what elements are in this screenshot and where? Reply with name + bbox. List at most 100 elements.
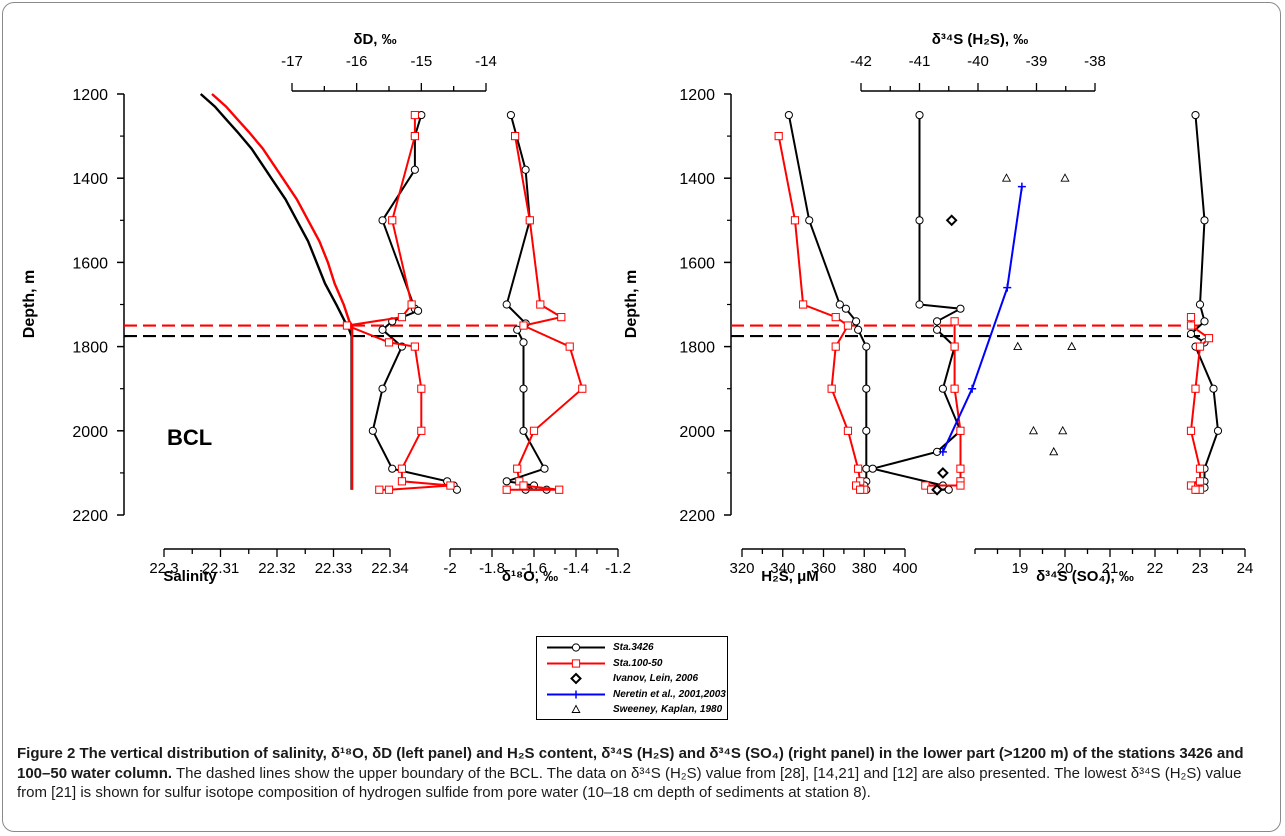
salinity-tick-label: 22.33 [315,560,353,577]
d34S_H2S-data-point [868,464,877,473]
d18O-data-point [525,216,534,225]
d34S_SO4-tick-label: 24 [1237,560,1254,577]
depth-tick-label: 1800 [72,340,108,357]
d34S_H2S-data-point [1003,283,1012,292]
dD-tick-label: -17 [281,53,303,70]
d18O-data-point [502,485,511,494]
d34S_SO4-data-point [1191,384,1200,393]
d34S_SO4-data-point [1204,334,1214,343]
legend-item: Neretin et al., 2001,2003 [537,687,727,702]
d34S_H2S-tick-label: -39 [1026,53,1048,70]
legend-label: Sta.100-50 [613,657,663,669]
bcl-annotation: BCL [167,425,212,450]
H2S-data-point [835,300,844,309]
H2S-data-point [774,132,783,141]
legend-swatch-marker [571,704,581,713]
d18O-tick-label: -1.6 [521,560,547,577]
d34S_H2S-data-point [956,426,965,435]
d18O-data-point [519,384,528,393]
H2S-data-point [862,426,871,435]
d34S_SO4-data-point [1049,446,1059,456]
d34S_SO4-tick-label: 22 [1147,560,1164,577]
legend-item: Ivanov, Lein, 2006 [537,671,727,686]
d18O-axis-label: δ¹⁸O, ‰ [502,568,558,585]
legend-swatch [547,690,605,698]
dD-axis-label: δD, ‰ [353,31,396,48]
d34S_H2S-data-point [915,216,924,225]
d34S_H2S-data-point [938,384,948,393]
d34S_H2S-tick-label: -42 [850,53,872,70]
d18O-data-point [502,477,511,486]
d34S_H2S-data-point [945,214,958,227]
depth-tick-label: 1800 [679,340,715,357]
d34S_SO4-data-point [1195,464,1205,473]
d18O-data-point [555,485,564,494]
d18O-data-point [519,426,528,435]
dD-data-point [410,110,419,120]
d18O-data-point [519,338,528,347]
d34S_SO4-data-point [1191,485,1200,494]
caption-body: The dashed lines show the upper boundary… [17,764,1242,802]
legend-swatch-marker [572,690,580,698]
d18O-data-point [536,300,545,309]
H2S-tick-label: 380 [852,560,877,577]
legend-swatch [547,643,605,652]
dD-series-line [343,115,451,491]
depth-tick-label: 2200 [679,508,715,525]
d34S_SO4-data-point [1186,426,1196,435]
H2S-data-point [790,216,800,225]
legend-label: Sta.3426 [613,642,654,653]
d34S_H2S-data-point [956,304,965,313]
legend-item: Sta.3426 [537,640,727,655]
depth-tick-label: 1400 [679,171,715,188]
d18O-data-point [511,132,520,141]
legend-item: Sta.100-50 [537,656,727,671]
d34S_SO4-tick-label: 23 [1192,560,1209,577]
right-panel: 1200 1400 1600 1800 2000 2200 Depth, m 320 340 36… [623,31,1253,585]
d18O-data-point [506,110,515,120]
d34S_H2S-data-point [956,481,965,490]
d34S_H2S-data-point [931,483,943,496]
salinity-series-line [211,93,354,490]
salinity-axis-label: Salinity [163,568,217,585]
dD-data-point [342,321,352,330]
salinity-tick-label: 22.3 [149,560,178,577]
d18O-data-point [540,464,549,473]
dD-data-point [388,216,397,225]
H2S-data-point [831,313,840,322]
H2S-data-point [841,304,851,313]
H2S-data-point [843,426,853,435]
d18O-data-point [519,481,528,490]
depth-tick-label: 1400 [72,171,108,188]
d34S_SO4-tick-label: 21 [1102,560,1119,577]
salinity-series-line [199,93,353,490]
d34S_SO4-data-point [1067,341,1077,351]
dD-data-point [397,477,407,486]
d18O-tick-label: -1.4 [563,560,589,577]
d34S_H2S-data-point [921,481,930,490]
d18O-data-point [565,342,574,351]
legend-swatch-marker [571,643,581,652]
H2S-tick-label: 320 [729,560,754,577]
depth-tick-label: 1600 [679,255,715,272]
dD-data-point [378,384,387,393]
d34S_SO4-data-point [1213,426,1223,435]
d34S_H2S-tick-label: -38 [1084,53,1106,70]
d18O-data-point [578,384,587,393]
legend-swatch [570,672,582,685]
H2S-data-point [831,342,840,351]
depth-tick-label: 2000 [72,424,108,441]
legend-label: Ivanov, Lein, 2006 [613,673,699,684]
d34S_H2S-data-point [950,342,959,351]
d34S_SO4-tick-label: 20 [1057,560,1074,577]
dD-tick-label: -15 [410,53,432,70]
H2S-data-point [827,384,836,393]
d34S_H2S-data-point [950,384,959,393]
d34S_H2S-data-point [938,447,947,456]
H2S-data-point [854,464,863,473]
dD-data-point [417,384,426,393]
d34S_SO4-data-point [1200,216,1209,225]
depth-tick-label: 1200 [679,87,715,104]
dD-tick-label: -14 [475,53,497,70]
